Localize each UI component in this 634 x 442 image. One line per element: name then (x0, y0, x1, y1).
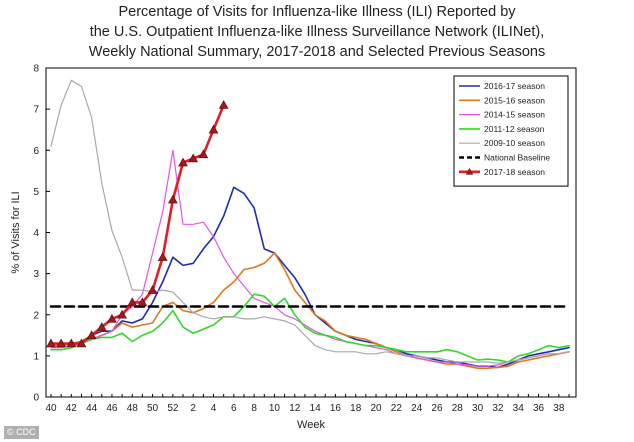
y-tick-label: 1 (33, 351, 39, 362)
data-point-2017-18-season (178, 157, 188, 167)
chart-title-line-3: Weekly National Summary, 2017-2018 and S… (88, 44, 546, 60)
data-point-2017-18-season (218, 99, 229, 109)
y-tick-label: 6 (33, 146, 39, 157)
chart-title-line-1: Percentage of Visits for Influenza-like … (118, 4, 516, 20)
data-point-2017-18-season (46, 338, 56, 348)
x-tick-label: 44 (86, 403, 98, 414)
x-tick-label: 32 (492, 403, 504, 414)
data-point-2017-18-season (137, 297, 148, 307)
legend-label-2016-17-season: 2016-17 season (484, 81, 545, 91)
legend-label-2011-12-season: 2011-12 season (484, 124, 545, 134)
x-axis-title: Week (297, 419, 325, 431)
x-tick-label: 50 (147, 403, 159, 414)
y-axis-title: % of Visits for ILI (10, 191, 22, 273)
legend-label-2009-10-season: 2009-10 season (484, 138, 545, 148)
x-tick-label: 38 (553, 403, 565, 414)
x-tick-label: 6 (231, 403, 237, 414)
data-point-2017-18-season (198, 149, 209, 159)
legend-label-2015-16-season: 2015-16 season (484, 95, 545, 105)
data-point-2017-18-season (208, 124, 219, 134)
chart-title-line-2: the U.S. Outpatient Influenza-like Illne… (89, 24, 545, 40)
x-tick-label: 20 (370, 403, 382, 414)
legend-marker-2017-18-season (465, 167, 474, 175)
x-tick-label: 8 (251, 403, 257, 414)
series-line-2009-10-season (50, 79, 570, 364)
x-tick-label: 36 (533, 403, 545, 414)
x-tick-label: 24 (411, 403, 423, 414)
x-tick-label: 4 (211, 403, 217, 414)
data-point-2017-18-season (147, 285, 158, 294)
x-tick-label: 40 (45, 403, 57, 414)
legend-label-national-baseline: National Baseline (484, 153, 550, 163)
y-tick-label: 0 (33, 393, 39, 404)
x-tick-label: 42 (66, 403, 78, 414)
legend-label-2017-18-season: 2017-18 season (484, 167, 545, 177)
legend-label-2014-15-season: 2014-15 season (484, 110, 545, 120)
image-credit: © CDC (4, 426, 39, 439)
data-point-2017-18-season (96, 322, 107, 331)
legend-box (453, 75, 569, 187)
data-point-2017-18-season (86, 330, 97, 340)
data-point-2017-18-season (76, 338, 87, 348)
series-line-2015-16-season (50, 252, 570, 370)
x-tick-label: 28 (452, 403, 464, 414)
x-tick-label: 16 (330, 403, 342, 414)
y-tick-label: 7 (33, 105, 39, 116)
y-tick-label: 3 (33, 269, 39, 280)
x-tick-label: 52 (167, 403, 179, 414)
data-point-2017-18-season (56, 338, 67, 348)
series-line-2011-12-season (50, 293, 570, 363)
series-line-2014-15-season (50, 149, 570, 367)
x-tick-label: 46 (106, 403, 118, 414)
x-tick-label: 10 (269, 403, 281, 414)
y-tick-label: 5 (33, 187, 39, 198)
data-point-2017-18-season (168, 194, 178, 204)
x-tick-label: 18 (350, 403, 362, 414)
y-tick-label: 4 (33, 228, 39, 239)
x-tick-label: 48 (127, 403, 139, 414)
data-point-2017-18-season (66, 338, 77, 348)
x-tick-label: 22 (391, 403, 403, 414)
x-tick-label: 30 (472, 403, 484, 414)
data-point-2017-18-season (127, 297, 138, 307)
x-tick-label: 2 (190, 403, 196, 414)
y-tick-label: 8 (33, 64, 39, 75)
x-tick-label: 12 (289, 403, 301, 414)
data-point-2017-18-season (157, 252, 168, 261)
x-tick-label: 14 (310, 403, 322, 414)
x-tick-label: 34 (513, 403, 525, 414)
data-point-2017-18-season (188, 153, 199, 163)
y-tick-label: 2 (33, 310, 39, 321)
data-point-2017-18-season (117, 309, 127, 319)
data-point-2017-18-season (107, 313, 117, 323)
x-tick-label: 26 (431, 403, 443, 414)
